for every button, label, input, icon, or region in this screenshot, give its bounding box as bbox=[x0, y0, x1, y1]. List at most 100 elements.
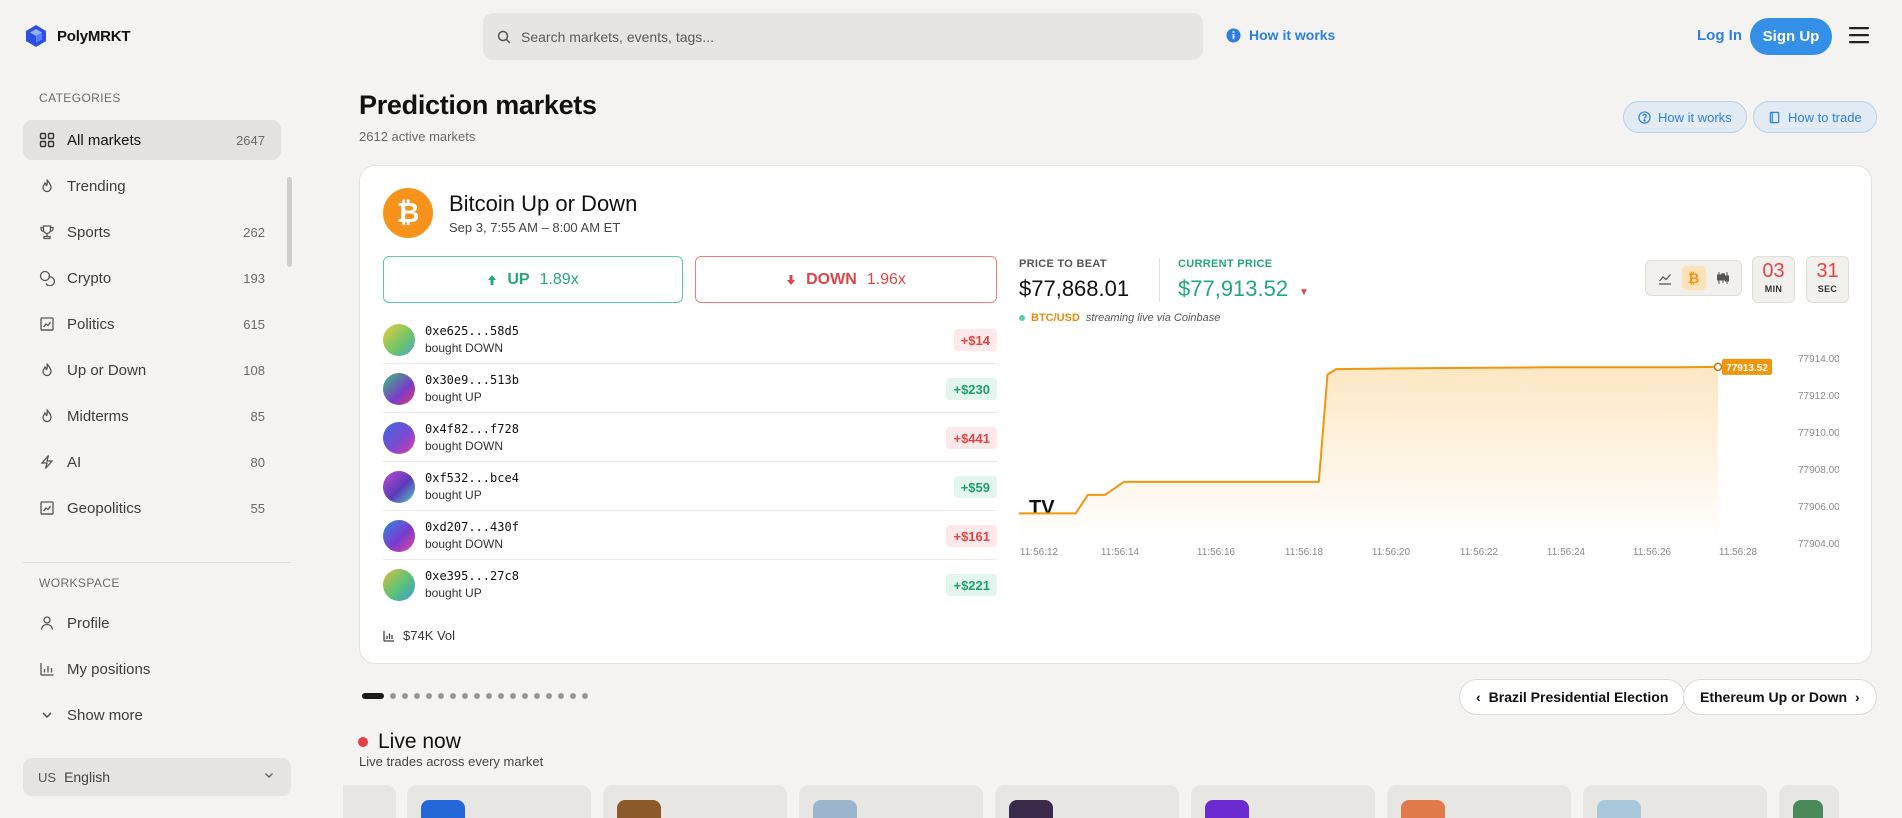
signup-button[interactable]: Sign Up bbox=[1750, 18, 1832, 55]
categories-heading: CATEGORIES bbox=[39, 91, 121, 105]
sidebar-item-geopolitics[interactable]: Geopolitics 55 bbox=[23, 488, 281, 528]
language-selector[interactable]: US English bbox=[23, 758, 291, 796]
buy-down-button[interactable]: DOWN 1.96x bbox=[695, 256, 997, 303]
candlestick-icon bbox=[1716, 272, 1729, 284]
trophy-icon bbox=[39, 224, 55, 240]
user-icon bbox=[39, 615, 55, 631]
info-icon bbox=[1226, 27, 1241, 43]
trade-row[interactable]: 0xe395...27c8 bought UP +$221 bbox=[383, 560, 997, 609]
carousel-dot[interactable] bbox=[426, 693, 432, 699]
trade-action: bought DOWN bbox=[425, 439, 504, 453]
carousel-dot[interactable] bbox=[414, 693, 420, 699]
carousel-dot[interactable] bbox=[462, 693, 468, 699]
sidebar-item-midterms[interactable]: Midterms 85 bbox=[23, 396, 281, 436]
sidebar-item-all-markets[interactable]: All markets 2647 bbox=[23, 120, 281, 160]
last-price-tag bbox=[1722, 358, 1772, 375]
sidebar-item-crypto[interactable]: Crypto 193 bbox=[23, 258, 281, 298]
trade-action: bought DOWN bbox=[425, 341, 504, 355]
arrow-down-icon bbox=[787, 274, 796, 285]
brand-logo[interactable]: PolyMRKT bbox=[24, 24, 131, 48]
trade-row[interactable]: 0x30e9...513b bought UP +$230 bbox=[383, 364, 997, 413]
carousel-dot[interactable] bbox=[582, 693, 588, 699]
search-input[interactable] bbox=[521, 28, 1121, 45]
avatar bbox=[383, 520, 415, 552]
trade-amount: +$441 bbox=[946, 427, 997, 449]
x-tick-label: 11:56:28 bbox=[1719, 547, 1758, 556]
how-it-works-link[interactable]: How it works bbox=[1226, 27, 1335, 43]
live-market-card[interactable] bbox=[407, 785, 591, 818]
carousel-dot[interactable] bbox=[474, 693, 480, 699]
market-thumbnail bbox=[617, 800, 661, 818]
seconds-value: 31 bbox=[1816, 260, 1839, 282]
show-more-button[interactable]: Show more bbox=[23, 695, 281, 735]
carousel-dot[interactable] bbox=[390, 693, 396, 699]
flame-icon bbox=[39, 408, 55, 424]
sidebar-item-up-or-down[interactable]: Up or Down 108 bbox=[23, 350, 281, 390]
price-line bbox=[1019, 365, 1719, 515]
search-bar[interactable] bbox=[483, 13, 1203, 60]
carousel-dot[interactable] bbox=[558, 693, 564, 699]
sidebar-scrollbar[interactable] bbox=[287, 177, 292, 267]
carousel-dot[interactable] bbox=[570, 693, 576, 699]
login-button[interactable]: Log In bbox=[1697, 27, 1742, 44]
carousel-prev-button[interactable]: ‹ Brazil Presidential Election bbox=[1459, 679, 1686, 715]
live-market-card[interactable] bbox=[1779, 785, 1839, 818]
candlestick-chart-button[interactable] bbox=[1711, 266, 1735, 290]
sidebar-item-label: Profile bbox=[67, 614, 110, 632]
how-it-works-button[interactable]: How it works bbox=[1623, 101, 1747, 133]
bitcoin-chart-button[interactable]: ₿ bbox=[1681, 266, 1706, 290]
live-now-title: Live now bbox=[378, 730, 461, 753]
sidebar-item-politics[interactable]: Politics 615 bbox=[23, 304, 281, 344]
hamburger-menu-icon[interactable] bbox=[1849, 26, 1869, 44]
sidebar-item-my-positions[interactable]: My positions bbox=[23, 649, 281, 689]
buy-up-button[interactable]: UP 1.89x bbox=[383, 256, 683, 303]
page-title: Prediction markets bbox=[359, 90, 597, 120]
trade-row[interactable]: 0xf532...bce4 bought UP +$59 bbox=[383, 462, 997, 511]
market-thumbnail bbox=[1205, 800, 1249, 818]
live-market-card[interactable] bbox=[1387, 785, 1571, 818]
carousel-pagination bbox=[362, 693, 588, 699]
live-indicator-icon bbox=[1019, 315, 1025, 321]
carousel-dot-active[interactable] bbox=[362, 693, 384, 699]
live-market-card[interactable] bbox=[343, 785, 396, 818]
carousel-dot[interactable] bbox=[402, 693, 408, 699]
trade-row[interactable]: 0xe625...58d5 bought DOWN +$14 bbox=[383, 315, 997, 364]
down-label: DOWN bbox=[806, 270, 857, 288]
carousel-dot[interactable] bbox=[450, 693, 456, 699]
trade-amount: +$161 bbox=[946, 525, 997, 547]
sidebar-item-profile[interactable]: Profile bbox=[23, 603, 281, 643]
carousel-dot[interactable] bbox=[534, 693, 540, 699]
price-to-beat-value: $77,868.01 bbox=[1019, 276, 1130, 301]
x-tick-label: 11:56:18 bbox=[1285, 547, 1324, 556]
sidebar-item-ai[interactable]: AI 80 bbox=[23, 442, 281, 482]
carousel-next-button[interactable]: Ethereum Up or Down › bbox=[1683, 679, 1877, 715]
carousel-dot[interactable] bbox=[498, 693, 504, 699]
trade-row[interactable]: 0x4f82...f728 bought DOWN +$441 bbox=[383, 413, 997, 462]
market-thumbnail bbox=[421, 800, 465, 818]
search-icon bbox=[497, 30, 511, 44]
carousel-dot[interactable] bbox=[546, 693, 552, 699]
how-to-trade-button[interactable]: How to trade bbox=[1753, 101, 1877, 133]
live-market-card[interactable] bbox=[1191, 785, 1375, 818]
sidebar-item-sports[interactable]: Sports 262 bbox=[23, 212, 281, 252]
up-label: UP bbox=[507, 270, 530, 288]
live-market-card[interactable] bbox=[1583, 785, 1767, 818]
live-market-card[interactable] bbox=[799, 785, 983, 818]
carousel-dot[interactable] bbox=[522, 693, 528, 699]
market-title[interactable]: Bitcoin Up or Down bbox=[449, 191, 638, 216]
how-it-works-label: How it works bbox=[1658, 109, 1732, 125]
sidebar-item-trending[interactable]: Trending bbox=[23, 166, 281, 206]
grid-icon bbox=[39, 132, 55, 148]
carousel-dot[interactable] bbox=[438, 693, 444, 699]
price-chart[interactable]: TV 77913.5277914.0077912.0077910.0077908… bbox=[1019, 346, 1839, 556]
y-tick-label: 77908.00 bbox=[1798, 465, 1839, 476]
live-market-card[interactable] bbox=[603, 785, 787, 818]
carousel-dot[interactable] bbox=[510, 693, 516, 699]
live-market-card[interactable] bbox=[995, 785, 1179, 818]
avatar bbox=[383, 373, 415, 405]
trade-row[interactable]: 0xd207...430f bought DOWN +$161 bbox=[383, 511, 997, 560]
avatar bbox=[383, 324, 415, 356]
carousel-dot[interactable] bbox=[486, 693, 492, 699]
market-thumbnail bbox=[1597, 800, 1641, 818]
line-chart-button[interactable] bbox=[1653, 266, 1677, 290]
